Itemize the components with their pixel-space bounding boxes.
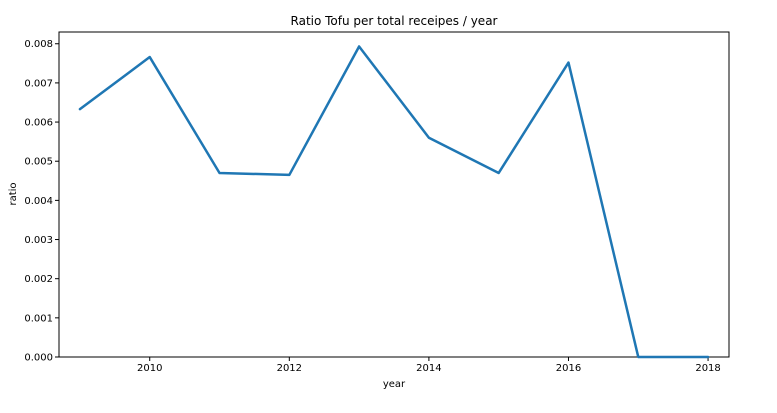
y-tick-label: 0.000 [24,353,53,364]
x-tick-label: 2016 [556,363,581,374]
y-tick-label: 0.002 [24,274,53,285]
y-tick-label: 0.005 [24,157,53,168]
y-tick-label: 0.003 [24,235,53,246]
x-axis-ticks: 2010 2012 2014 2016 2018 [137,357,721,374]
y-tick-label: 0.008 [24,39,53,50]
series-group [80,46,708,357]
x-axis-label: year [383,379,406,390]
x-tick-label: 2012 [277,363,302,374]
y-tick-label: 0.006 [24,118,53,129]
y-axis-ticks: 0.000 0.001 0.002 0.003 0.004 0.005 0.006 0.007… [24,39,59,363]
y-tick-label: 0.001 [24,313,53,324]
x-tick-label: 2014 [416,363,441,374]
series-line [80,46,708,357]
x-tick-label: 2010 [137,363,162,374]
y-tick-label: 0.004 [24,196,53,207]
plot-frame [59,32,729,357]
x-tick-label: 2018 [695,363,720,374]
y-axis-label: ratio [8,182,19,205]
chart-title: Ratio Tofu per total receipes / year [291,14,498,28]
y-tick-label: 0.007 [24,78,53,89]
